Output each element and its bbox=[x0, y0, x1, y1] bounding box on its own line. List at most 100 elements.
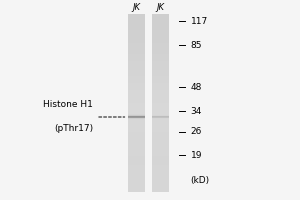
Bar bbox=[128, 134, 145, 136]
Bar bbox=[128, 27, 145, 30]
Bar bbox=[152, 92, 169, 94]
Bar bbox=[128, 65, 145, 67]
Bar bbox=[128, 34, 145, 36]
Bar bbox=[128, 14, 145, 16]
Bar bbox=[128, 123, 145, 125]
Bar bbox=[152, 61, 169, 63]
Bar bbox=[152, 179, 169, 181]
Bar bbox=[152, 83, 169, 85]
Bar bbox=[128, 94, 145, 96]
Bar bbox=[152, 56, 169, 58]
Bar bbox=[152, 99, 169, 101]
Bar bbox=[152, 165, 169, 168]
Bar bbox=[128, 156, 145, 159]
Bar bbox=[128, 150, 145, 152]
Text: JK: JK bbox=[133, 2, 140, 11]
Bar bbox=[152, 63, 169, 65]
Bar bbox=[128, 101, 145, 103]
Bar bbox=[128, 172, 145, 174]
Bar bbox=[152, 47, 169, 50]
Bar bbox=[128, 163, 145, 165]
Bar bbox=[128, 116, 145, 119]
Bar bbox=[128, 56, 145, 58]
Bar bbox=[128, 121, 145, 123]
Bar bbox=[152, 65, 169, 67]
Bar bbox=[152, 168, 169, 170]
Bar bbox=[152, 94, 169, 96]
Text: 48: 48 bbox=[190, 83, 202, 92]
Bar bbox=[152, 150, 169, 152]
Bar bbox=[128, 154, 145, 156]
Bar bbox=[128, 136, 145, 139]
Bar bbox=[128, 125, 145, 127]
Bar bbox=[128, 96, 145, 99]
Bar bbox=[152, 163, 169, 165]
Bar bbox=[152, 125, 169, 127]
Bar bbox=[152, 34, 169, 36]
Bar bbox=[152, 110, 169, 112]
Bar bbox=[128, 188, 145, 190]
Bar bbox=[128, 30, 145, 32]
Bar bbox=[152, 79, 169, 81]
Bar bbox=[152, 141, 169, 143]
Bar bbox=[152, 101, 169, 103]
Bar bbox=[128, 159, 145, 161]
Bar bbox=[128, 45, 145, 47]
Bar bbox=[152, 81, 169, 83]
Bar bbox=[152, 36, 169, 38]
Bar bbox=[128, 16, 145, 18]
Bar bbox=[152, 74, 169, 76]
Bar bbox=[128, 161, 145, 163]
Bar bbox=[152, 116, 169, 119]
Bar bbox=[128, 54, 145, 56]
Bar bbox=[152, 27, 169, 30]
Bar bbox=[128, 79, 145, 81]
Bar bbox=[128, 165, 145, 168]
Bar bbox=[128, 119, 145, 121]
Bar bbox=[128, 174, 145, 176]
Bar bbox=[152, 18, 169, 21]
Bar bbox=[152, 176, 169, 179]
Bar bbox=[152, 152, 169, 154]
Bar bbox=[128, 76, 145, 79]
Bar bbox=[152, 52, 169, 54]
Bar bbox=[152, 148, 169, 150]
Bar bbox=[152, 16, 169, 18]
Text: (kD): (kD) bbox=[190, 176, 210, 184]
Bar bbox=[128, 112, 145, 114]
Bar bbox=[152, 145, 169, 148]
Bar bbox=[128, 185, 145, 188]
Bar bbox=[152, 103, 169, 105]
Bar bbox=[128, 72, 145, 74]
Bar bbox=[128, 38, 145, 41]
Bar bbox=[128, 70, 145, 72]
Bar bbox=[128, 179, 145, 181]
Bar bbox=[152, 139, 169, 141]
Bar bbox=[152, 50, 169, 52]
Bar bbox=[128, 32, 145, 34]
Bar bbox=[128, 41, 145, 43]
Bar bbox=[152, 112, 169, 114]
Bar bbox=[152, 87, 169, 90]
Bar bbox=[152, 123, 169, 125]
Bar bbox=[152, 25, 169, 27]
Bar bbox=[128, 23, 145, 25]
Bar bbox=[152, 143, 169, 145]
Bar bbox=[152, 41, 169, 43]
Bar bbox=[128, 36, 145, 38]
Bar bbox=[152, 134, 169, 136]
Bar bbox=[152, 85, 169, 87]
Bar bbox=[128, 110, 145, 112]
Bar bbox=[128, 190, 145, 192]
Bar bbox=[128, 85, 145, 87]
Bar bbox=[152, 119, 169, 121]
Bar bbox=[128, 152, 145, 154]
Bar bbox=[152, 58, 169, 61]
Bar bbox=[152, 21, 169, 23]
Bar bbox=[128, 105, 145, 107]
Bar bbox=[128, 176, 145, 179]
Bar bbox=[128, 181, 145, 183]
Bar bbox=[128, 47, 145, 50]
Bar bbox=[152, 105, 169, 107]
Bar bbox=[152, 130, 169, 132]
